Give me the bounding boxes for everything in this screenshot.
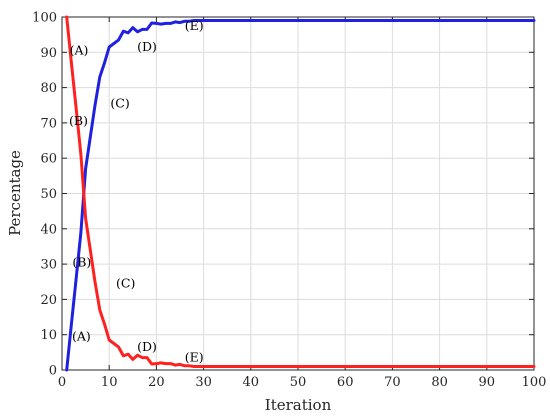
x-tick-label: 0 — [58, 375, 66, 390]
annotation-label: (A) — [70, 43, 89, 58]
x-tick-label: 70 — [384, 375, 401, 390]
y-tick-label: 30 — [40, 258, 57, 273]
annotation-label: (E) — [185, 350, 204, 365]
x-tick-label: 20 — [148, 375, 165, 390]
series-lines — [65, 15, 536, 372]
annotation-label: (C) — [110, 95, 129, 110]
y-tick-label: 90 — [40, 46, 57, 61]
y-tick-label: 20 — [40, 293, 57, 308]
y-tick-label: 70 — [40, 116, 57, 131]
annotation-label: (C) — [116, 276, 135, 291]
annotation-label: (B) — [69, 113, 88, 128]
x-tick-label: 10 — [101, 375, 118, 390]
series-line-2 — [65, 15, 536, 368]
x-tick-label: 100 — [522, 375, 547, 390]
y-tick-label: 100 — [32, 11, 57, 26]
y-tick-label: 40 — [40, 222, 57, 237]
x-tick-label: 80 — [431, 375, 448, 390]
x-tick-label: 60 — [337, 375, 354, 390]
y-tick-label: 80 — [40, 81, 57, 96]
x-tick-label: 40 — [243, 375, 260, 390]
x-tick-label: 90 — [479, 375, 496, 390]
axes: 0 10 20 30 40 50 60 70 80 90 100 0 10 20 30 40 50 60 70 80 9… — [32, 11, 546, 391]
x-tick-label: 30 — [195, 375, 212, 390]
grid — [62, 17, 534, 370]
annotation-label: (A) — [72, 328, 91, 343]
annotations: (A) (B) (C) (D) (E) (B) (C) (A) (D) (E) — [69, 18, 204, 365]
annotation-label: (E) — [185, 18, 204, 33]
annotation-label: (D) — [137, 339, 157, 354]
annotation-label: (D) — [137, 39, 157, 54]
series-line-1 — [65, 19, 536, 372]
y-tick-label: 10 — [40, 328, 57, 343]
x-tick-label: 50 — [290, 375, 307, 390]
y-tick-label: 0 — [49, 364, 57, 379]
x-axis-title: Iteration — [265, 396, 332, 414]
annotation-label: (B) — [72, 254, 91, 269]
y-axis-title: Percentage — [6, 150, 24, 236]
y-tick-label: 60 — [40, 152, 57, 167]
y-tick-label: 50 — [40, 187, 57, 202]
